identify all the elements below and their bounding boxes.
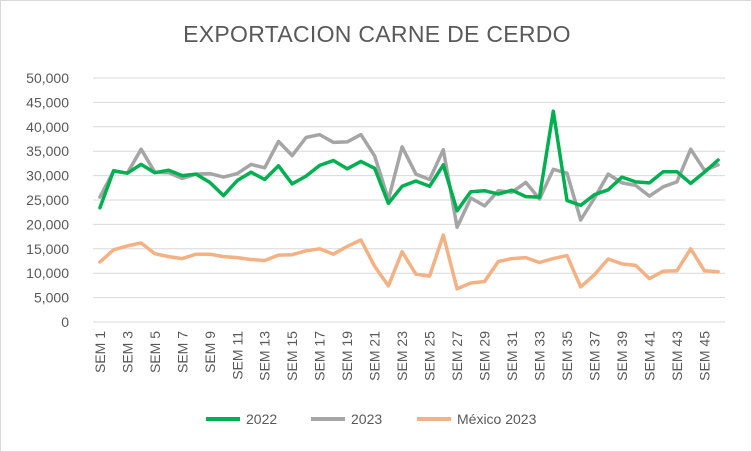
y-tick-label: 45,000	[26, 94, 69, 110]
series-line-2023	[98, 132, 720, 230]
x-tick-label: SEM 19	[339, 331, 355, 381]
legend-label: México 2023	[457, 411, 537, 427]
y-tick-label: 50,000	[26, 70, 69, 86]
x-tick-label: SEM 5	[147, 331, 163, 373]
x-tick-label: SEM 17	[312, 331, 328, 381]
x-tick-label: SEM 23	[394, 331, 410, 381]
x-tick-label: SEM 31	[504, 331, 520, 381]
x-tick-label: SEM 21	[367, 331, 383, 381]
gridlines	[93, 77, 725, 323]
y-tick-label: 5,000	[34, 290, 69, 306]
y-tick-label: 25,000	[26, 192, 69, 208]
x-tick-label: SEM 1	[92, 331, 108, 373]
x-tick-label: SEM 11	[229, 331, 245, 380]
x-tick-label: SEM 33	[532, 331, 548, 381]
x-tick-label: SEM 41	[641, 331, 657, 381]
y-tick-label: 35,000	[26, 143, 69, 159]
x-tick-label: SEM 15	[284, 331, 300, 381]
x-tick-label: SEM 45	[696, 331, 712, 381]
x-tick-label: SEM 37	[586, 331, 602, 381]
x-tick-label: SEM 29	[477, 331, 493, 381]
series-line-m-xico-2023	[98, 233, 720, 291]
y-tick-label: 30,000	[26, 168, 69, 184]
y-tick-label: 40,000	[26, 119, 69, 135]
x-tick-label: SEM 25	[422, 331, 438, 381]
legend: 2022 2023 México 2023	[206, 411, 537, 427]
y-tick-label: 0	[61, 314, 69, 330]
x-tick-label: SEM 7	[174, 331, 190, 373]
chart-title: EXPORTACION CARNE DE CERDO	[183, 21, 571, 47]
legend-label: 2022	[246, 411, 277, 427]
series-lines	[98, 109, 720, 291]
x-tick-label: SEM 39	[614, 331, 630, 381]
x-axis-tick-labels: SEM 1 SEM 3 SEM 5 SEM 7 SEM 9 SEM 11 SEM 13 SEM…	[92, 331, 713, 381]
y-axis-tick-labels: 0 5,000 10,000 15,000 20,000 25,000 30,000 35,0…	[26, 70, 69, 330]
x-tick-label: SEM 35	[559, 331, 575, 381]
x-tick-label: SEM 27	[449, 331, 465, 381]
series-line-2022	[98, 109, 720, 213]
x-tick-label: SEM 43	[669, 331, 685, 381]
legend-label: 2023	[351, 411, 382, 427]
x-tick-label: SEM 3	[119, 331, 135, 373]
y-tick-label: 20,000	[26, 216, 69, 232]
y-tick-label: 10,000	[26, 265, 69, 281]
y-tick-label: 15,000	[26, 241, 69, 257]
x-tick-label: SEM 13	[257, 331, 273, 381]
x-tick-label: SEM 9	[202, 331, 218, 373]
